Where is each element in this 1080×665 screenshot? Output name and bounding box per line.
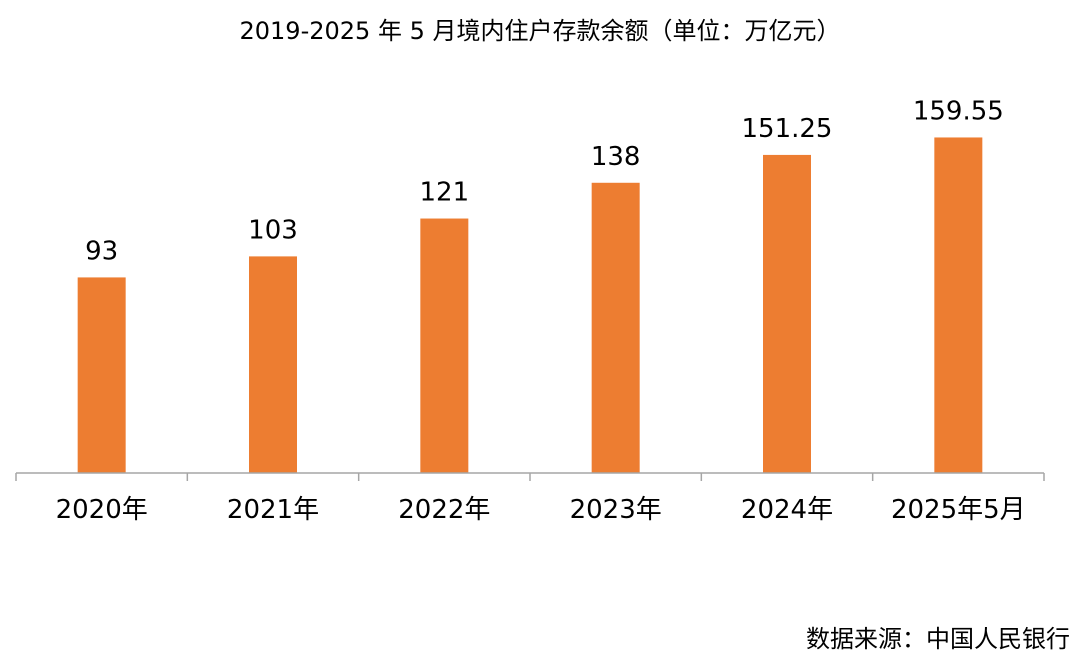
chart-title: 2019-2025 年 5 月境内住户存款余额（单位：万亿元） [239, 17, 841, 45]
x-tick-label: 2020年 [56, 495, 148, 525]
data-label: 151.25 [742, 114, 833, 144]
bar [249, 256, 297, 473]
bar [934, 137, 983, 473]
data-label: 93 [85, 236, 118, 266]
bar [77, 277, 126, 473]
labels-layer: 93 2020年 103 2021年 121 2022年 138 2023年 151.25 202… [56, 96, 1026, 525]
data-label: 159.55 [913, 96, 1004, 126]
data-label: 138 [591, 142, 641, 172]
x-axis [15, 472, 1045, 481]
x-tick-label: 2022年 [398, 495, 490, 525]
x-tick-label: 2025年5月 [891, 495, 1026, 525]
bar [420, 218, 469, 473]
bar [591, 182, 640, 474]
x-tick-label: 2024年 [741, 495, 833, 525]
bar [763, 154, 811, 473]
x-tick-label: 2021年 [227, 495, 319, 525]
data-label: 103 [248, 215, 298, 245]
x-tick-label: 2023年 [570, 495, 662, 525]
bars-layer [77, 137, 983, 474]
source-note: 数据来源：中国人民银行 [806, 625, 1070, 653]
data-label: 121 [420, 178, 470, 208]
